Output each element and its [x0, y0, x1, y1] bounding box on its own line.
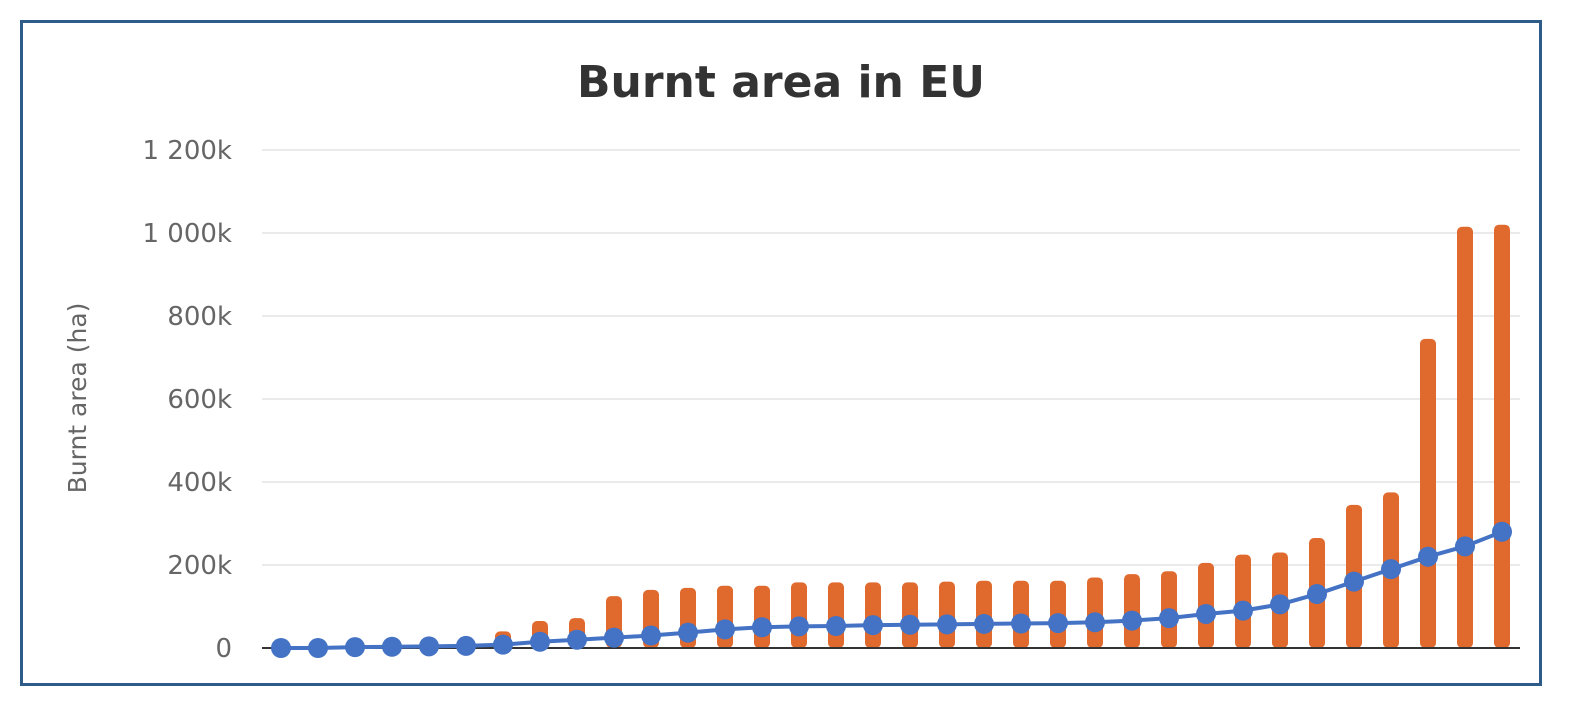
chart-title: Burnt area in EU	[577, 57, 985, 108]
grid-lines	[262, 149, 1520, 566]
line-point	[1048, 613, 1068, 634]
line-point	[1381, 559, 1401, 580]
line-point	[863, 615, 883, 636]
line-point	[1159, 608, 1179, 629]
y-tick-label: 400k	[167, 468, 232, 498]
line-point	[308, 638, 328, 658]
line-point	[1122, 610, 1142, 631]
line-point	[715, 619, 735, 640]
line-point	[1307, 584, 1327, 605]
line-point	[271, 638, 291, 658]
bar	[754, 585, 770, 648]
line-point	[456, 635, 476, 656]
y-tick-label: 200k	[167, 551, 232, 581]
line-point	[974, 613, 994, 634]
line-point	[1196, 603, 1216, 624]
line-point	[900, 614, 920, 635]
y-tick-label: 600k	[167, 385, 232, 415]
y-tick-label: 1 000k	[143, 219, 233, 249]
line-point	[567, 629, 587, 650]
line-point	[937, 614, 957, 635]
line-series	[271, 521, 1512, 658]
line-point	[1011, 613, 1031, 634]
line-point	[1233, 600, 1253, 621]
line-point	[382, 636, 402, 657]
line-point	[678, 622, 698, 643]
line-point	[345, 637, 365, 658]
line-point	[826, 616, 846, 637]
line-point	[1270, 594, 1290, 615]
line-point	[1492, 521, 1512, 542]
y-tick-label: 0	[215, 634, 232, 664]
line-point	[752, 617, 772, 638]
line-point	[1455, 536, 1475, 557]
line-point	[493, 634, 513, 655]
bar	[1494, 224, 1510, 648]
line-point	[641, 625, 661, 646]
line-point	[789, 616, 809, 637]
y-tick-label: 1 200k	[143, 136, 233, 166]
bar	[1420, 338, 1436, 648]
chart-frame: Burnt area in EU	[20, 20, 1542, 686]
bar	[791, 582, 807, 648]
line-point	[530, 631, 550, 652]
line-point	[1085, 612, 1105, 633]
line-point	[419, 636, 439, 657]
y-tick-label: 800k	[167, 302, 232, 332]
bar	[828, 582, 844, 648]
bar	[1457, 226, 1473, 648]
line-path	[281, 529, 1503, 650]
line-point	[1344, 571, 1364, 592]
line-point	[604, 627, 624, 648]
y-tick-labels: 0 200k 400k 600k 800k 1 000k 1 200k	[143, 136, 233, 664]
line-point	[1418, 546, 1438, 567]
y-axis-label: Burnt area (ha)	[63, 303, 92, 494]
